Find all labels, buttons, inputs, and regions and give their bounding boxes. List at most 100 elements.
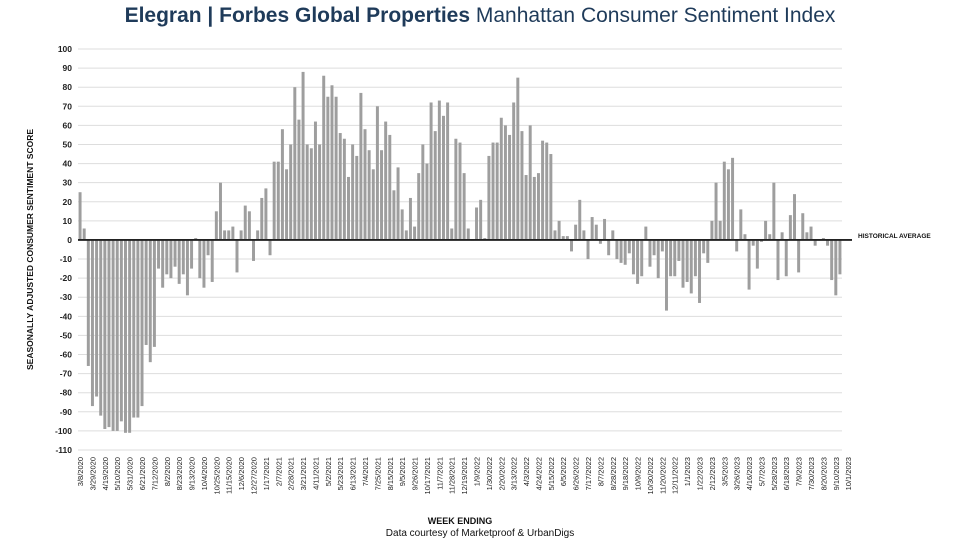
x-tick-label: 12/6/2020 bbox=[237, 457, 246, 490]
bar bbox=[396, 167, 400, 240]
x-tick-label: 6/13/2021 bbox=[349, 457, 358, 490]
y-tick-label: -100 bbox=[55, 426, 72, 436]
bar bbox=[388, 134, 392, 240]
bar bbox=[107, 239, 111, 428]
bar bbox=[450, 228, 454, 240]
bar bbox=[607, 239, 611, 256]
bar bbox=[173, 239, 177, 267]
bar bbox=[751, 239, 755, 246]
y-tick-label: 20 bbox=[63, 197, 73, 207]
bar bbox=[652, 239, 656, 256]
bar bbox=[404, 230, 408, 240]
bar bbox=[656, 239, 660, 279]
bar bbox=[669, 239, 673, 277]
x-tick-label: 10/4/2020 bbox=[200, 457, 209, 490]
bar bbox=[512, 102, 516, 240]
bar bbox=[128, 239, 132, 433]
bar bbox=[305, 144, 309, 240]
y-tick-label: 40 bbox=[63, 159, 73, 169]
bar bbox=[115, 239, 119, 431]
y-tick-label: -50 bbox=[60, 330, 73, 340]
bar bbox=[532, 176, 536, 240]
x-tick-label: 10/30/2022 bbox=[646, 457, 655, 495]
x-tick-label: 7/12/2020 bbox=[150, 457, 159, 490]
bar bbox=[198, 239, 202, 279]
bar bbox=[218, 182, 222, 240]
x-tick-label: 10/9/2022 bbox=[634, 457, 643, 490]
bar bbox=[578, 199, 582, 240]
title-subtitle: Manhattan Consumer Sentiment Index bbox=[475, 4, 836, 27]
x-tick-label: 5/7/2023 bbox=[757, 457, 766, 486]
bar bbox=[821, 238, 825, 240]
x-tick-label: 5/15/2022 bbox=[547, 457, 556, 490]
x-tick-label: 7/25/2021 bbox=[373, 457, 382, 490]
bar bbox=[664, 239, 668, 311]
bar bbox=[441, 115, 445, 240]
bar bbox=[326, 96, 330, 240]
y-tick-label: 90 bbox=[63, 63, 73, 73]
bar bbox=[491, 142, 495, 240]
bar bbox=[334, 96, 338, 240]
bar bbox=[454, 138, 458, 240]
x-tick-label: 5/31/2020 bbox=[126, 457, 135, 490]
bar bbox=[788, 215, 792, 240]
y-tick-label: -60 bbox=[60, 350, 73, 360]
bar bbox=[99, 239, 103, 416]
bar bbox=[371, 169, 375, 240]
y-tick-label: -20 bbox=[60, 273, 73, 283]
x-tick-label: 4/19/2020 bbox=[101, 457, 110, 490]
x-tick-label: 5/28/2023 bbox=[770, 457, 779, 490]
y-tick-label: -30 bbox=[60, 292, 73, 302]
bar bbox=[413, 226, 417, 240]
x-tick-label: 6/5/2022 bbox=[559, 457, 568, 486]
x-tick-label: 3/8/2020 bbox=[76, 457, 85, 486]
bar bbox=[260, 197, 264, 240]
x-tick-label: 3/26/2023 bbox=[733, 457, 742, 490]
x-tick-label: 1/1/2023 bbox=[683, 457, 692, 486]
bar bbox=[702, 239, 706, 254]
bar bbox=[689, 239, 693, 294]
bar bbox=[574, 224, 578, 240]
x-tick-label: 11/20/2022 bbox=[658, 457, 667, 494]
bar bbox=[718, 220, 722, 240]
bar bbox=[458, 142, 462, 240]
bar bbox=[429, 102, 433, 240]
bar bbox=[252, 239, 256, 261]
bar bbox=[586, 239, 590, 260]
x-tick-label: 4/3/2022 bbox=[522, 457, 531, 486]
x-tick-label: 2/7/2021 bbox=[274, 457, 283, 486]
x-axis-ticks: 3/8/2020 3/29/2020 4/19/2020 5/10/2020 5/31/… bbox=[76, 457, 853, 495]
bar bbox=[136, 239, 140, 418]
bar bbox=[838, 239, 842, 275]
bar bbox=[508, 134, 512, 240]
x-tick-label: 5/23/2021 bbox=[336, 457, 345, 490]
x-tick-label: 3/21/2021 bbox=[299, 457, 308, 490]
y-tick-label: -10 bbox=[60, 254, 73, 264]
bar bbox=[264, 188, 268, 240]
x-tick-label: 7/4/2021 bbox=[361, 457, 370, 486]
bar bbox=[755, 239, 759, 269]
bar bbox=[619, 239, 623, 263]
x-tick-label: 7/9/2023 bbox=[795, 457, 804, 486]
bar bbox=[223, 230, 227, 240]
x-tick-label: 3/29/2020 bbox=[88, 457, 97, 490]
bar bbox=[805, 232, 809, 240]
bar bbox=[582, 230, 586, 240]
y-tick-label: -80 bbox=[60, 388, 73, 398]
bar bbox=[313, 121, 317, 240]
bar bbox=[636, 239, 640, 284]
title-brand: Elegran | Forbes Global Properties bbox=[124, 4, 471, 27]
bar bbox=[784, 239, 788, 277]
bar bbox=[826, 239, 830, 246]
bar bbox=[421, 144, 425, 240]
bar bbox=[714, 182, 718, 240]
bar bbox=[433, 131, 437, 240]
bar bbox=[743, 234, 747, 240]
x-tick-label: 4/11/2021 bbox=[311, 457, 320, 490]
bar bbox=[86, 239, 90, 366]
bar bbox=[698, 239, 702, 303]
y-axis-label: SEASONALLY ADJUSTED CONSUMER SENTIMENT S… bbox=[25, 129, 35, 370]
bar bbox=[384, 121, 388, 240]
bar bbox=[590, 217, 594, 240]
x-tick-label: 11/7/2021 bbox=[435, 457, 444, 490]
